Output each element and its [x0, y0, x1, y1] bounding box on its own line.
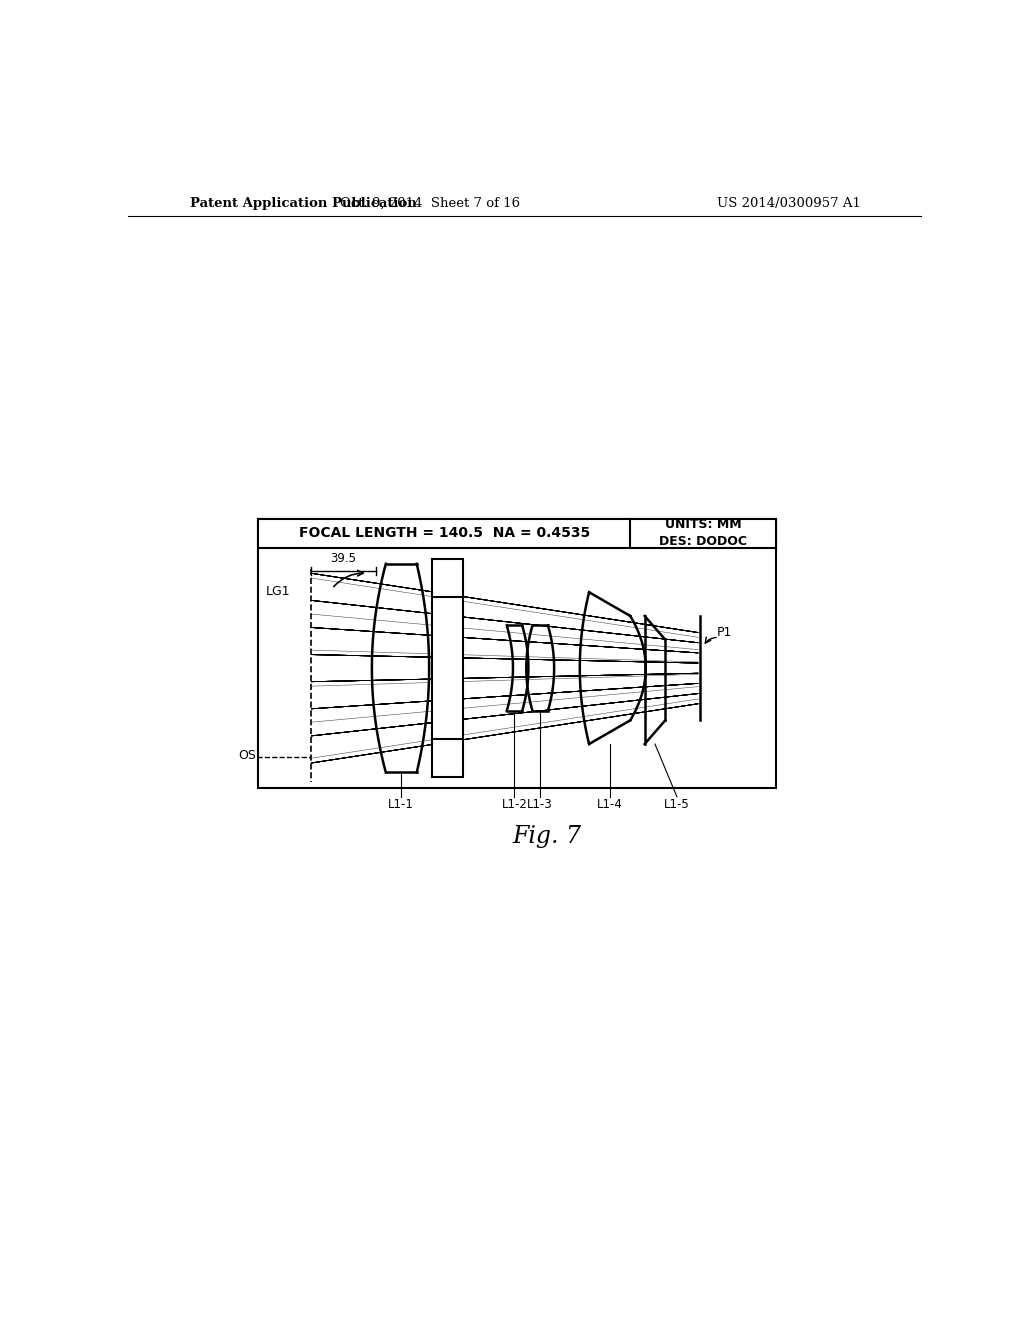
Text: Patent Application Publication: Patent Application Publication [190, 197, 417, 210]
Text: L1-2: L1-2 [502, 799, 527, 812]
Text: Fig. 7: Fig. 7 [512, 825, 581, 847]
Text: UNITS: MM
DES: DODOC: UNITS: MM DES: DODOC [659, 519, 748, 548]
Text: Oct. 9, 2014  Sheet 7 of 16: Oct. 9, 2014 Sheet 7 of 16 [340, 197, 520, 210]
Text: L1-3: L1-3 [527, 799, 553, 812]
Bar [258, 519, 776, 788]
Bar [432, 560, 463, 777]
Text: LG1: LG1 [266, 585, 291, 598]
Text: OS: OS [238, 750, 256, 763]
Text: L1-5: L1-5 [664, 799, 690, 812]
Text: L1-4: L1-4 [597, 799, 623, 812]
Text: FOCAL LENGTH = 140.5  NA = 0.4535: FOCAL LENGTH = 140.5 NA = 0.4535 [299, 527, 590, 540]
Text: US 2014/0300957 A1: US 2014/0300957 A1 [717, 197, 861, 210]
Text: P1: P1 [717, 626, 732, 639]
Bar [258, 519, 776, 548]
Text: 39.5: 39.5 [331, 552, 356, 565]
Text: L1-1: L1-1 [388, 799, 414, 812]
